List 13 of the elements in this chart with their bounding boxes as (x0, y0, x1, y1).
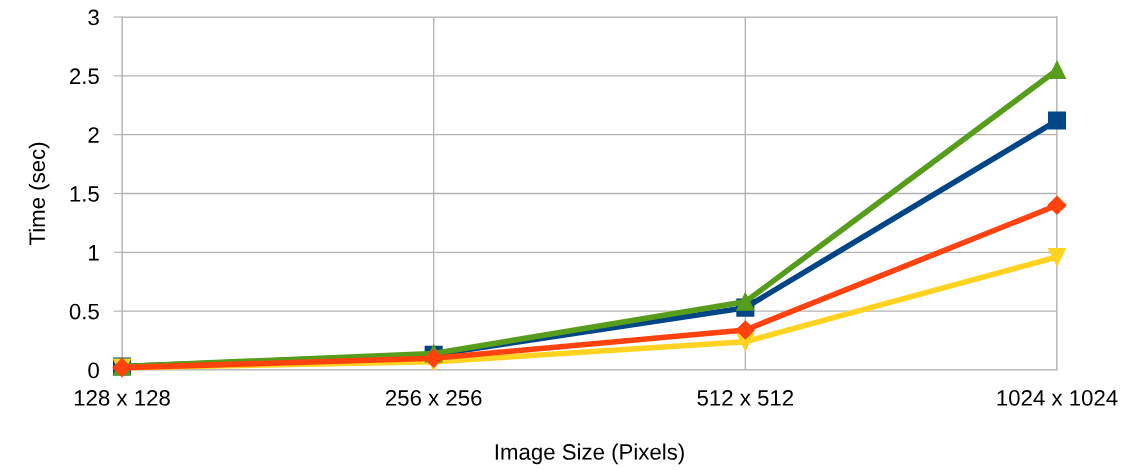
x-tick-label: 512 x 512 (697, 390, 794, 406)
y-axis-title: Time (sec) (28, 142, 50, 246)
y-tick-label: 3 (88, 9, 99, 26)
y-tick-label: 0.5 (69, 303, 99, 320)
y-tick-label: 0 (88, 362, 99, 379)
x-axis-title: Image Size (Pixels) (495, 443, 684, 465)
y-tick-label: 2.5 (70, 68, 99, 85)
y-tick-label: 1 (89, 245, 99, 261)
y-tick-label: 2 (88, 127, 99, 143)
x-tick-label: 256 x 256 (385, 390, 482, 406)
y-tick-label: 1.5 (70, 186, 99, 202)
x-tick-label: 128 x 128 (74, 390, 170, 406)
x-tick-label: 1024 x 1024 (997, 390, 1118, 406)
